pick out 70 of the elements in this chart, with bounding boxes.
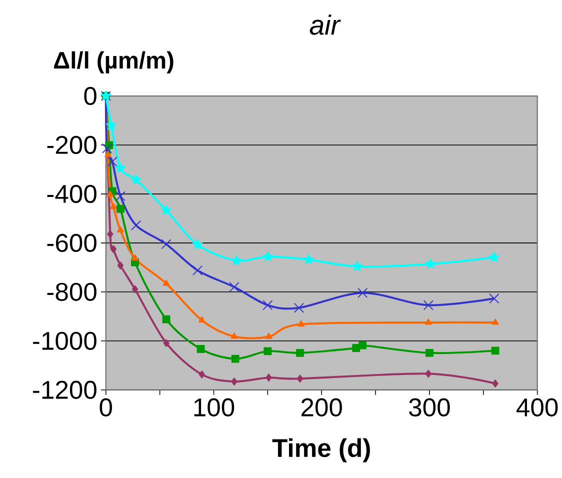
point	[110, 202, 117, 210]
chart-title: air	[310, 14, 341, 35]
point	[192, 265, 203, 276]
point	[352, 344, 360, 352]
point	[115, 191, 126, 202]
x-axis-title: Time (d)	[272, 438, 370, 462]
point	[231, 255, 242, 266]
point	[162, 280, 170, 286]
y-tick-label: -200	[47, 136, 96, 154]
point	[303, 254, 314, 264]
point	[352, 261, 362, 271]
point	[192, 239, 203, 250]
y-tick-label: -600	[47, 234, 96, 252]
point	[262, 300, 273, 310]
x-tick-label: 0	[100, 398, 112, 416]
point	[229, 282, 240, 292]
x-tick-label: 200	[302, 398, 342, 416]
point	[161, 239, 172, 250]
point	[492, 380, 498, 388]
point	[265, 332, 272, 339]
point	[161, 204, 172, 215]
point	[492, 318, 499, 325]
point	[231, 354, 240, 363]
point	[162, 315, 170, 324]
x-tick-label: 400	[516, 398, 558, 416]
point	[198, 370, 205, 378]
point	[106, 190, 114, 197]
point	[488, 252, 500, 262]
point	[489, 294, 500, 304]
y-tick-label: -1000	[33, 332, 96, 350]
point	[294, 302, 304, 313]
point	[130, 174, 142, 184]
point	[132, 285, 138, 294]
point	[358, 288, 368, 298]
point	[425, 258, 436, 269]
x-tick-label: 100	[194, 398, 234, 416]
point	[110, 245, 117, 254]
point	[491, 346, 500, 355]
point	[230, 332, 238, 339]
point	[231, 378, 238, 386]
point	[196, 345, 205, 353]
x-tick-label: 300	[409, 398, 450, 416]
point	[423, 300, 434, 310]
point	[107, 230, 114, 238]
point	[358, 341, 367, 350]
point	[102, 143, 112, 154]
point	[266, 374, 272, 382]
point	[115, 162, 126, 173]
point	[163, 339, 170, 348]
y-tick-label: -800	[47, 282, 96, 302]
point	[296, 348, 304, 357]
point	[426, 348, 434, 357]
point	[116, 226, 124, 232]
point	[117, 262, 124, 270]
point	[298, 320, 305, 326]
y-axis-title: Δl/l (µm/m)	[54, 51, 174, 74]
point	[132, 254, 138, 261]
point	[198, 316, 206, 323]
point	[264, 347, 272, 356]
y-tick-label: -400	[47, 184, 96, 204]
point	[425, 370, 432, 378]
y-tick-label: -1200	[33, 380, 96, 399]
point	[116, 204, 124, 213]
point	[262, 251, 273, 262]
point	[107, 156, 118, 167]
point	[424, 318, 432, 325]
point	[106, 120, 116, 130]
point	[104, 151, 112, 158]
y-tick-label: 0	[84, 86, 96, 106]
point	[296, 374, 304, 383]
